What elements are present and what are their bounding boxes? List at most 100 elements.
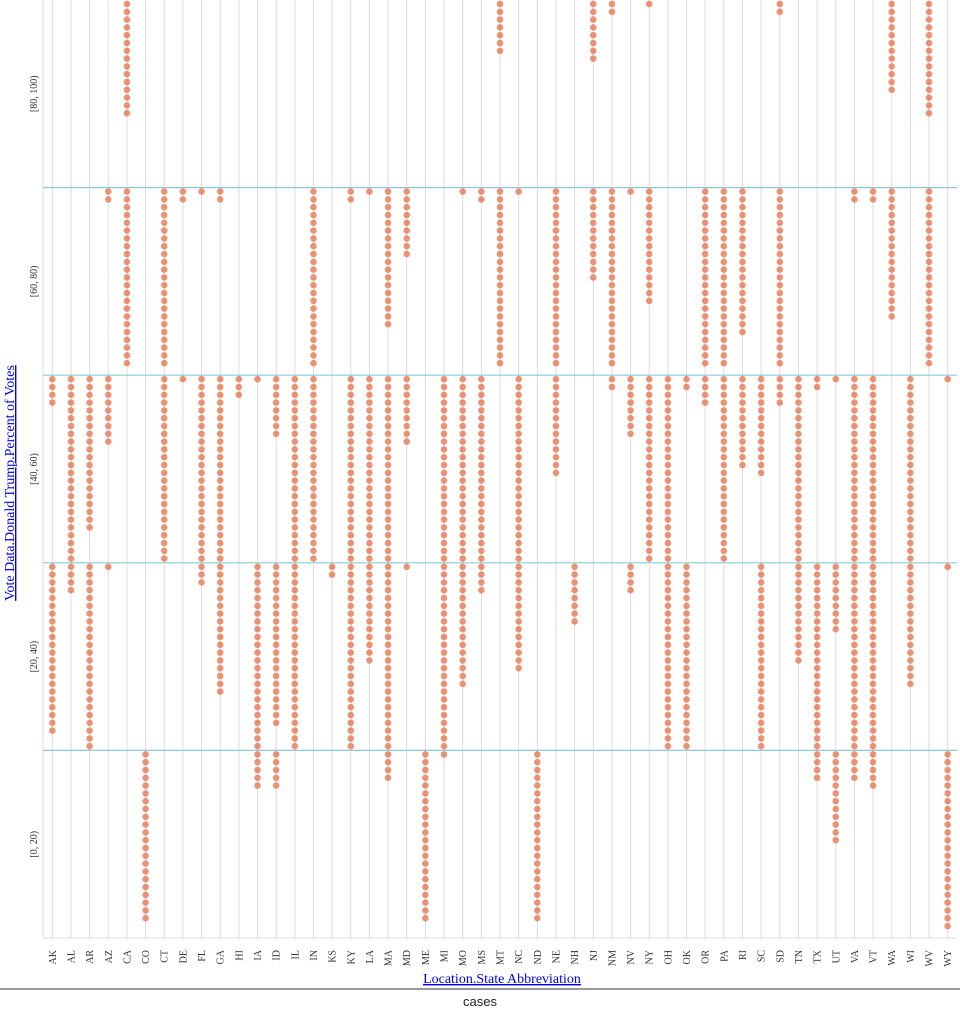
data-dot [198, 446, 205, 453]
y-tick-label: [40, 60) [29, 453, 40, 485]
data-dot [552, 250, 560, 258]
data-dot [907, 453, 914, 461]
data-dot [627, 571, 634, 578]
data-dot [216, 657, 224, 664]
data-dot [832, 571, 840, 578]
data-dot [49, 618, 56, 625]
x-tick-label: MI [440, 950, 451, 962]
data-dot [683, 719, 690, 727]
data-dot [720, 391, 728, 399]
data-dot [254, 610, 261, 617]
data-dot [384, 320, 392, 328]
data-dot [86, 500, 93, 508]
data-dot [907, 516, 914, 523]
data-dot [515, 579, 522, 586]
data-dot [123, 320, 131, 328]
data-dot [851, 696, 858, 703]
data-dot [459, 407, 466, 414]
data-dot [440, 555, 448, 562]
data-dot [645, 297, 653, 305]
data-dot [310, 359, 317, 367]
data-dot [813, 735, 821, 742]
data-dot [813, 711, 821, 719]
data-dot [459, 539, 466, 547]
data-dot [123, 31, 131, 39]
data-dot [160, 266, 168, 273]
data-dot [235, 383, 243, 391]
data-dot [571, 586, 578, 594]
data-dot [720, 305, 728, 312]
data-dot [254, 696, 261, 703]
data-dot [422, 883, 429, 891]
data-dot [683, 586, 690, 594]
data-dot [795, 414, 802, 422]
data-dot [739, 422, 746, 430]
data-dot [589, 203, 597, 211]
data-dot [757, 688, 765, 695]
data-dot [552, 453, 560, 461]
data-dot [440, 719, 448, 727]
data-dot [813, 375, 821, 383]
data-dot [272, 594, 280, 602]
data-dot [366, 657, 373, 664]
data-dot [739, 203, 746, 211]
data-dot [645, 414, 653, 422]
data-dot [422, 782, 429, 789]
data-dot [291, 461, 299, 469]
data-dot [160, 453, 168, 461]
x-axis-title[interactable]: Location.State Abbreviation [423, 972, 581, 987]
data-dot [422, 751, 429, 758]
data-dot [160, 547, 168, 555]
data-dot [310, 539, 317, 547]
data-dot [142, 875, 149, 883]
data-dot [347, 657, 355, 664]
data-dot [701, 383, 709, 391]
data-dot [645, 274, 653, 281]
data-dot [907, 375, 914, 383]
data-dot [384, 313, 392, 320]
y-axis-title[interactable]: Vote Data.Donald Trump.Percent of Votes [3, 365, 18, 601]
data-dot [813, 649, 821, 656]
data-dot [235, 375, 243, 383]
data-dot [67, 430, 75, 438]
data-dot [925, 31, 933, 39]
data-dot [888, 47, 896, 55]
data-dot [384, 735, 392, 742]
data-dot [291, 422, 299, 430]
data-dot [907, 633, 914, 641]
data-dot [795, 579, 802, 586]
data-dot [384, 399, 392, 406]
data-dot [757, 719, 765, 727]
data-dot [813, 641, 821, 649]
data-dot [683, 383, 690, 391]
data-dot [496, 266, 504, 273]
data-dot [552, 344, 560, 351]
data-dot [440, 375, 448, 383]
data-dot [366, 375, 373, 383]
data-dot [254, 594, 261, 602]
data-dot [67, 469, 75, 477]
data-dot [440, 735, 448, 742]
data-dot [123, 235, 131, 242]
data-dot [795, 586, 802, 594]
data-dot [813, 657, 821, 664]
data-dot [142, 891, 149, 899]
data-dot [645, 508, 653, 516]
data-dot [552, 320, 560, 328]
data-dot [645, 531, 653, 539]
data-dot [720, 453, 728, 461]
data-dot [86, 727, 93, 734]
data-dot [851, 774, 858, 782]
x-tick-label: PA [719, 949, 730, 962]
data-dot [851, 711, 858, 719]
data-dot [944, 836, 951, 844]
data-dot [123, 352, 131, 359]
data-dot [907, 524, 914, 531]
data-dot [888, 266, 896, 273]
data-dot [198, 492, 205, 500]
data-dot [272, 719, 280, 727]
data-dot [869, 579, 877, 586]
data-dot [851, 649, 858, 656]
data-dot [216, 453, 224, 461]
data-dot [440, 641, 448, 649]
